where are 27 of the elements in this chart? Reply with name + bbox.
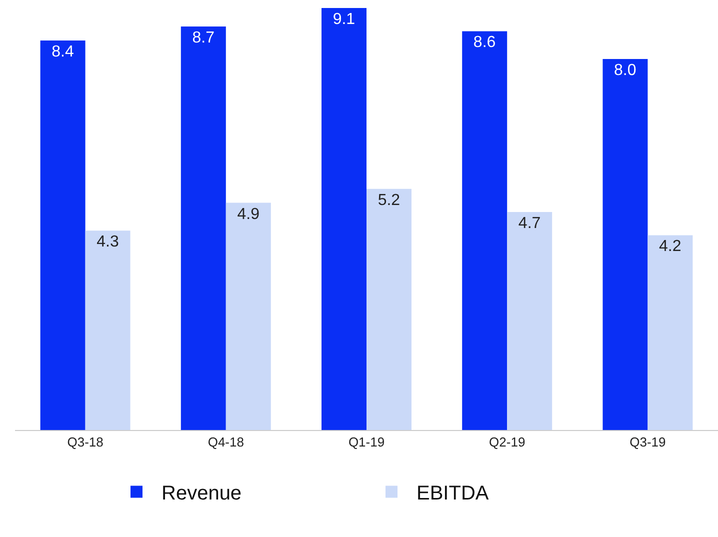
data-label: 4.9 [237,206,260,223]
bar [226,202,271,430]
data-label: 8.0 [614,62,636,80]
data-label: 4.3 [96,234,119,251]
data-label: 8.4 [52,43,74,60]
data-label: 8.7 [192,30,215,47]
legend-label: EBITDA [416,482,490,504]
bar [648,235,693,430]
data-label: 4.2 [659,238,682,256]
data-label: 9.1 [332,11,356,28]
x-tick-label: Q4-18 [208,434,244,450]
data-label: 8.6 [473,34,496,52]
x-tick-label: Q2-19 [489,434,526,450]
x-tick-label: Q3-19 [630,434,666,450]
bar [322,8,366,430]
bar [180,26,226,430]
data-label: 5.2 [378,192,400,209]
bar [507,212,552,430]
bar [40,40,86,430]
x-tick-label: Q1-19 [348,434,385,450]
data-label: 4.7 [518,215,541,232]
bar [85,230,130,430]
bar [462,31,508,430]
bar [602,59,648,430]
bar [366,188,412,430]
x-tick-label: Q3-18 [67,434,104,450]
legend-label: Revenue [162,482,242,504]
